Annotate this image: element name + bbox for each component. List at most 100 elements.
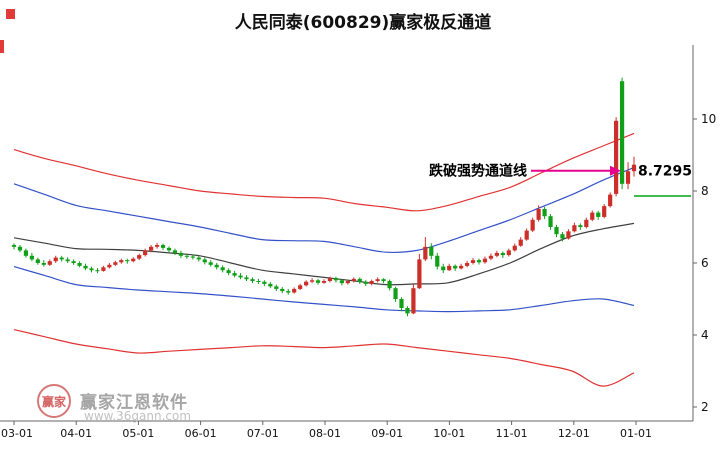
candle-body — [566, 231, 571, 239]
left-edge-marker-icon — [0, 40, 4, 53]
candle-body — [119, 260, 124, 263]
candle-body — [542, 209, 547, 217]
candle-body — [113, 262, 118, 265]
brand-name: 赢家江恩软件 — [80, 393, 188, 413]
candle-body — [554, 227, 559, 235]
candle-body — [53, 257, 58, 262]
candle-body — [608, 194, 613, 207]
candle-body — [83, 265, 88, 269]
x-axis-label: 11-01 — [496, 427, 528, 440]
candle-body — [333, 278, 339, 281]
candle-body — [166, 247, 172, 251]
candle-body — [131, 258, 136, 262]
candle-body — [506, 250, 511, 256]
channel-line-upper-red — [13, 132, 635, 212]
y-axis-label: 8 — [701, 184, 709, 198]
candle-body — [459, 265, 464, 269]
corner-marker-icon — [6, 9, 15, 19]
candle-body — [584, 219, 589, 227]
candle-body — [298, 285, 303, 289]
annotation-arrowhead-icon — [610, 165, 621, 176]
candle-body — [596, 212, 601, 217]
candle-body — [125, 260, 130, 262]
candle-body — [17, 246, 23, 251]
x-axis-label: 12-01 — [558, 427, 590, 440]
candle-body — [149, 246, 154, 251]
candle-body — [29, 255, 34, 260]
candle-body — [482, 258, 488, 263]
candle-body — [405, 308, 410, 314]
watermark-url: www.36gann.com — [84, 409, 192, 423]
candle-body — [453, 265, 458, 269]
candle-body — [23, 250, 29, 256]
candle-body — [524, 230, 529, 240]
candle-body — [11, 245, 17, 247]
candle-body — [65, 259, 70, 262]
candle-body — [71, 261, 76, 263]
candle-body — [417, 259, 422, 289]
candle-body — [250, 279, 255, 281]
annotation-text: 跌破强势通道线 — [429, 163, 527, 180]
candle-body — [614, 120, 619, 194]
candle-body — [429, 246, 434, 256]
brand-logo-text: 赢家 — [41, 394, 66, 409]
candle-body — [351, 278, 356, 281]
y-axis-label: 10 — [701, 112, 716, 126]
candle-body — [59, 257, 64, 260]
candle-body — [393, 288, 398, 299]
brand-logo-icon: 赢家 — [37, 384, 71, 418]
candle-body — [244, 277, 249, 280]
candle-body — [548, 216, 553, 227]
candle-body — [214, 264, 219, 268]
candle-body — [304, 281, 309, 286]
candle-body — [172, 250, 178, 253]
candle-body — [560, 234, 565, 239]
x-axis-label: 05-01 — [122, 427, 154, 440]
candle-body — [178, 252, 184, 256]
candle-body — [89, 268, 94, 271]
x-axis-label: 04-01 — [60, 427, 92, 440]
candle-body — [369, 281, 374, 284]
candle-body — [387, 281, 392, 289]
candle-body — [95, 270, 100, 272]
candle-body — [41, 263, 46, 265]
candle-body — [619, 81, 625, 184]
candle-body — [238, 275, 243, 278]
x-axis-label: 10-01 — [433, 427, 465, 440]
candle-body — [494, 252, 499, 256]
candle-body — [107, 264, 112, 268]
candle-body — [286, 291, 291, 293]
candle-body — [363, 281, 368, 284]
candle-body — [470, 260, 476, 263]
x-axis-label: 08-01 — [309, 427, 341, 440]
candle-body — [572, 225, 577, 232]
candle-body — [536, 209, 541, 220]
candle-body — [488, 255, 494, 259]
x-axis-label: 09-01 — [371, 427, 403, 440]
candle-body — [309, 280, 315, 282]
candle-body — [190, 256, 195, 258]
candle-body — [47, 261, 52, 265]
candle-body — [435, 255, 440, 267]
candle-body — [327, 278, 333, 281]
candle-body — [256, 281, 261, 282]
candle-body — [262, 281, 267, 284]
x-axis-label: 03-01 — [1, 427, 33, 440]
candle-body — [518, 239, 523, 246]
candle-body — [447, 265, 452, 271]
candle-body — [101, 267, 106, 271]
candle-body — [476, 260, 482, 263]
candle-body — [500, 252, 505, 256]
candle-body — [143, 250, 148, 256]
candle-body — [578, 225, 583, 227]
x-axis-label: 06-01 — [185, 427, 217, 440]
candle-body — [232, 273, 237, 276]
candle-body — [464, 263, 470, 266]
candle-body — [137, 255, 142, 259]
candle-body — [602, 206, 607, 217]
candle-body — [274, 286, 279, 289]
candle-body — [35, 259, 40, 263]
candle-body — [220, 267, 225, 271]
channel-line-middle — [13, 222, 635, 286]
